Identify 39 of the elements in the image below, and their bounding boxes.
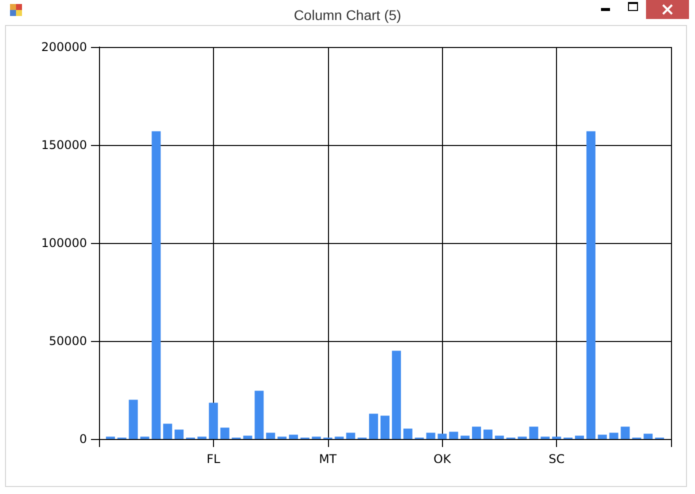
bar [460, 436, 470, 439]
bar [392, 350, 401, 439]
bar [574, 436, 584, 439]
y-tick-label: 150000 [41, 138, 87, 152]
bar [163, 424, 172, 439]
bar [254, 390, 264, 439]
chart-title: Column Chart (5) [294, 7, 402, 23]
bar [598, 434, 607, 439]
x-tick-label: MT [318, 452, 338, 466]
bar [174, 430, 184, 439]
y-tick-label: 200000 [41, 40, 87, 54]
bar [586, 131, 596, 439]
x-tick-label: FL [206, 452, 221, 466]
bar [472, 426, 482, 439]
bar [346, 432, 356, 439]
bar [609, 432, 618, 439]
x-tick-label: OK [434, 452, 452, 466]
x-tick-label: SC [548, 452, 565, 466]
y-tick-label: 100000 [41, 236, 87, 250]
bar [152, 131, 161, 439]
bar [220, 428, 230, 439]
bar [403, 428, 412, 439]
bar [380, 416, 390, 439]
bar [494, 436, 504, 439]
bar [369, 414, 378, 439]
bar [620, 426, 630, 439]
bar [529, 426, 538, 439]
bar [128, 400, 138, 439]
bar [426, 432, 436, 439]
bar [266, 432, 276, 439]
bar [438, 434, 447, 439]
y-tick-label: 0 [79, 432, 87, 446]
bar [483, 430, 492, 439]
bar [288, 434, 298, 439]
bar [644, 434, 653, 439]
bar [449, 432, 458, 439]
y-tick-label: 50000 [48, 334, 87, 348]
bar [243, 436, 252, 439]
bar [208, 402, 218, 439]
